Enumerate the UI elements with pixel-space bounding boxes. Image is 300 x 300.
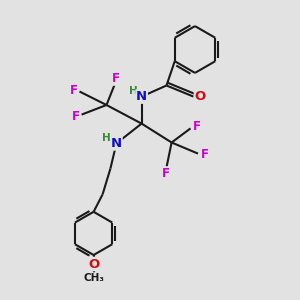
Text: O: O — [88, 257, 99, 271]
Text: H: H — [102, 133, 111, 143]
Text: O: O — [194, 90, 206, 103]
Text: N: N — [136, 90, 147, 103]
Text: CH₃: CH₃ — [83, 273, 104, 283]
Text: N: N — [111, 137, 122, 150]
Text: F: F — [112, 72, 119, 85]
Text: F: F — [72, 110, 80, 123]
Text: F: F — [201, 148, 208, 161]
Text: F: F — [70, 83, 77, 97]
Text: F: F — [162, 167, 170, 180]
Text: H: H — [129, 86, 138, 97]
Text: F: F — [193, 119, 201, 133]
